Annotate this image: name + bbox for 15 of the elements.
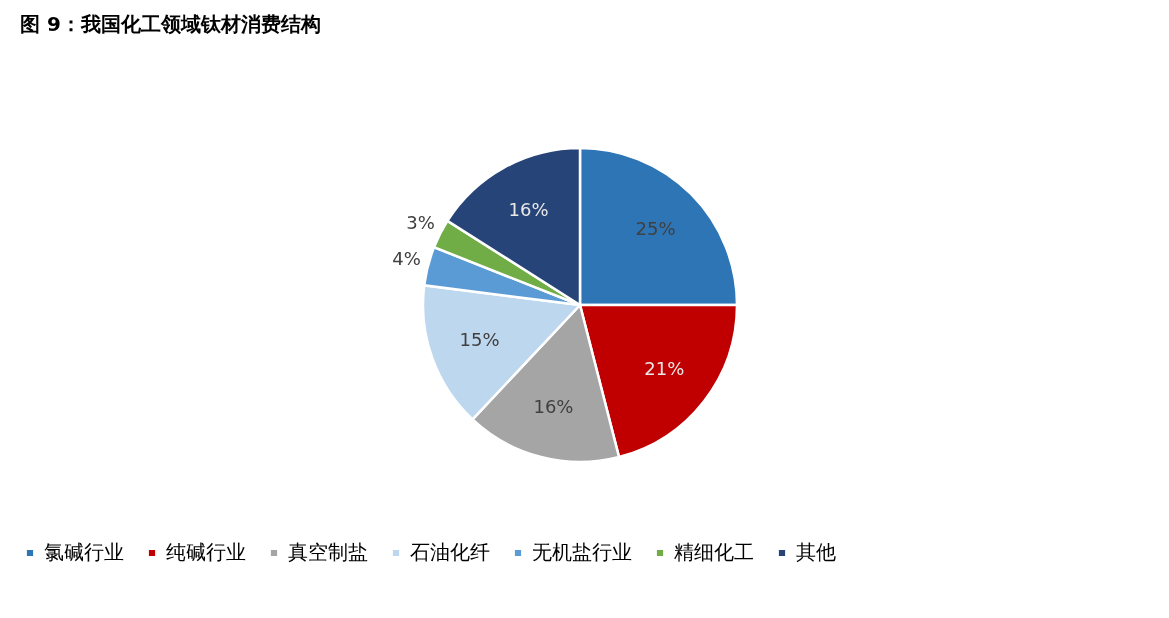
data-label: 16% [533,396,574,418]
data-label: 15% [459,329,500,351]
legend-label: 其他 [796,540,836,564]
legend-label: 氯碱行业 [44,540,124,564]
legend-label: 精细化工 [674,540,754,564]
data-label: 3% [406,211,435,233]
legend-label: 石油化纤 [410,540,490,564]
legend-label: 纯碱行业 [166,540,246,564]
data-label: 16% [508,199,549,221]
data-label: 21% [644,358,685,380]
chart-title: 图 9：我国化工领域钛材消费结构 [20,12,321,36]
legend-label: 无机盐行业 [532,540,632,564]
data-label: 4% [392,248,421,270]
data-label: 25% [635,217,676,239]
legend-label: 真空制盐 [288,540,368,564]
